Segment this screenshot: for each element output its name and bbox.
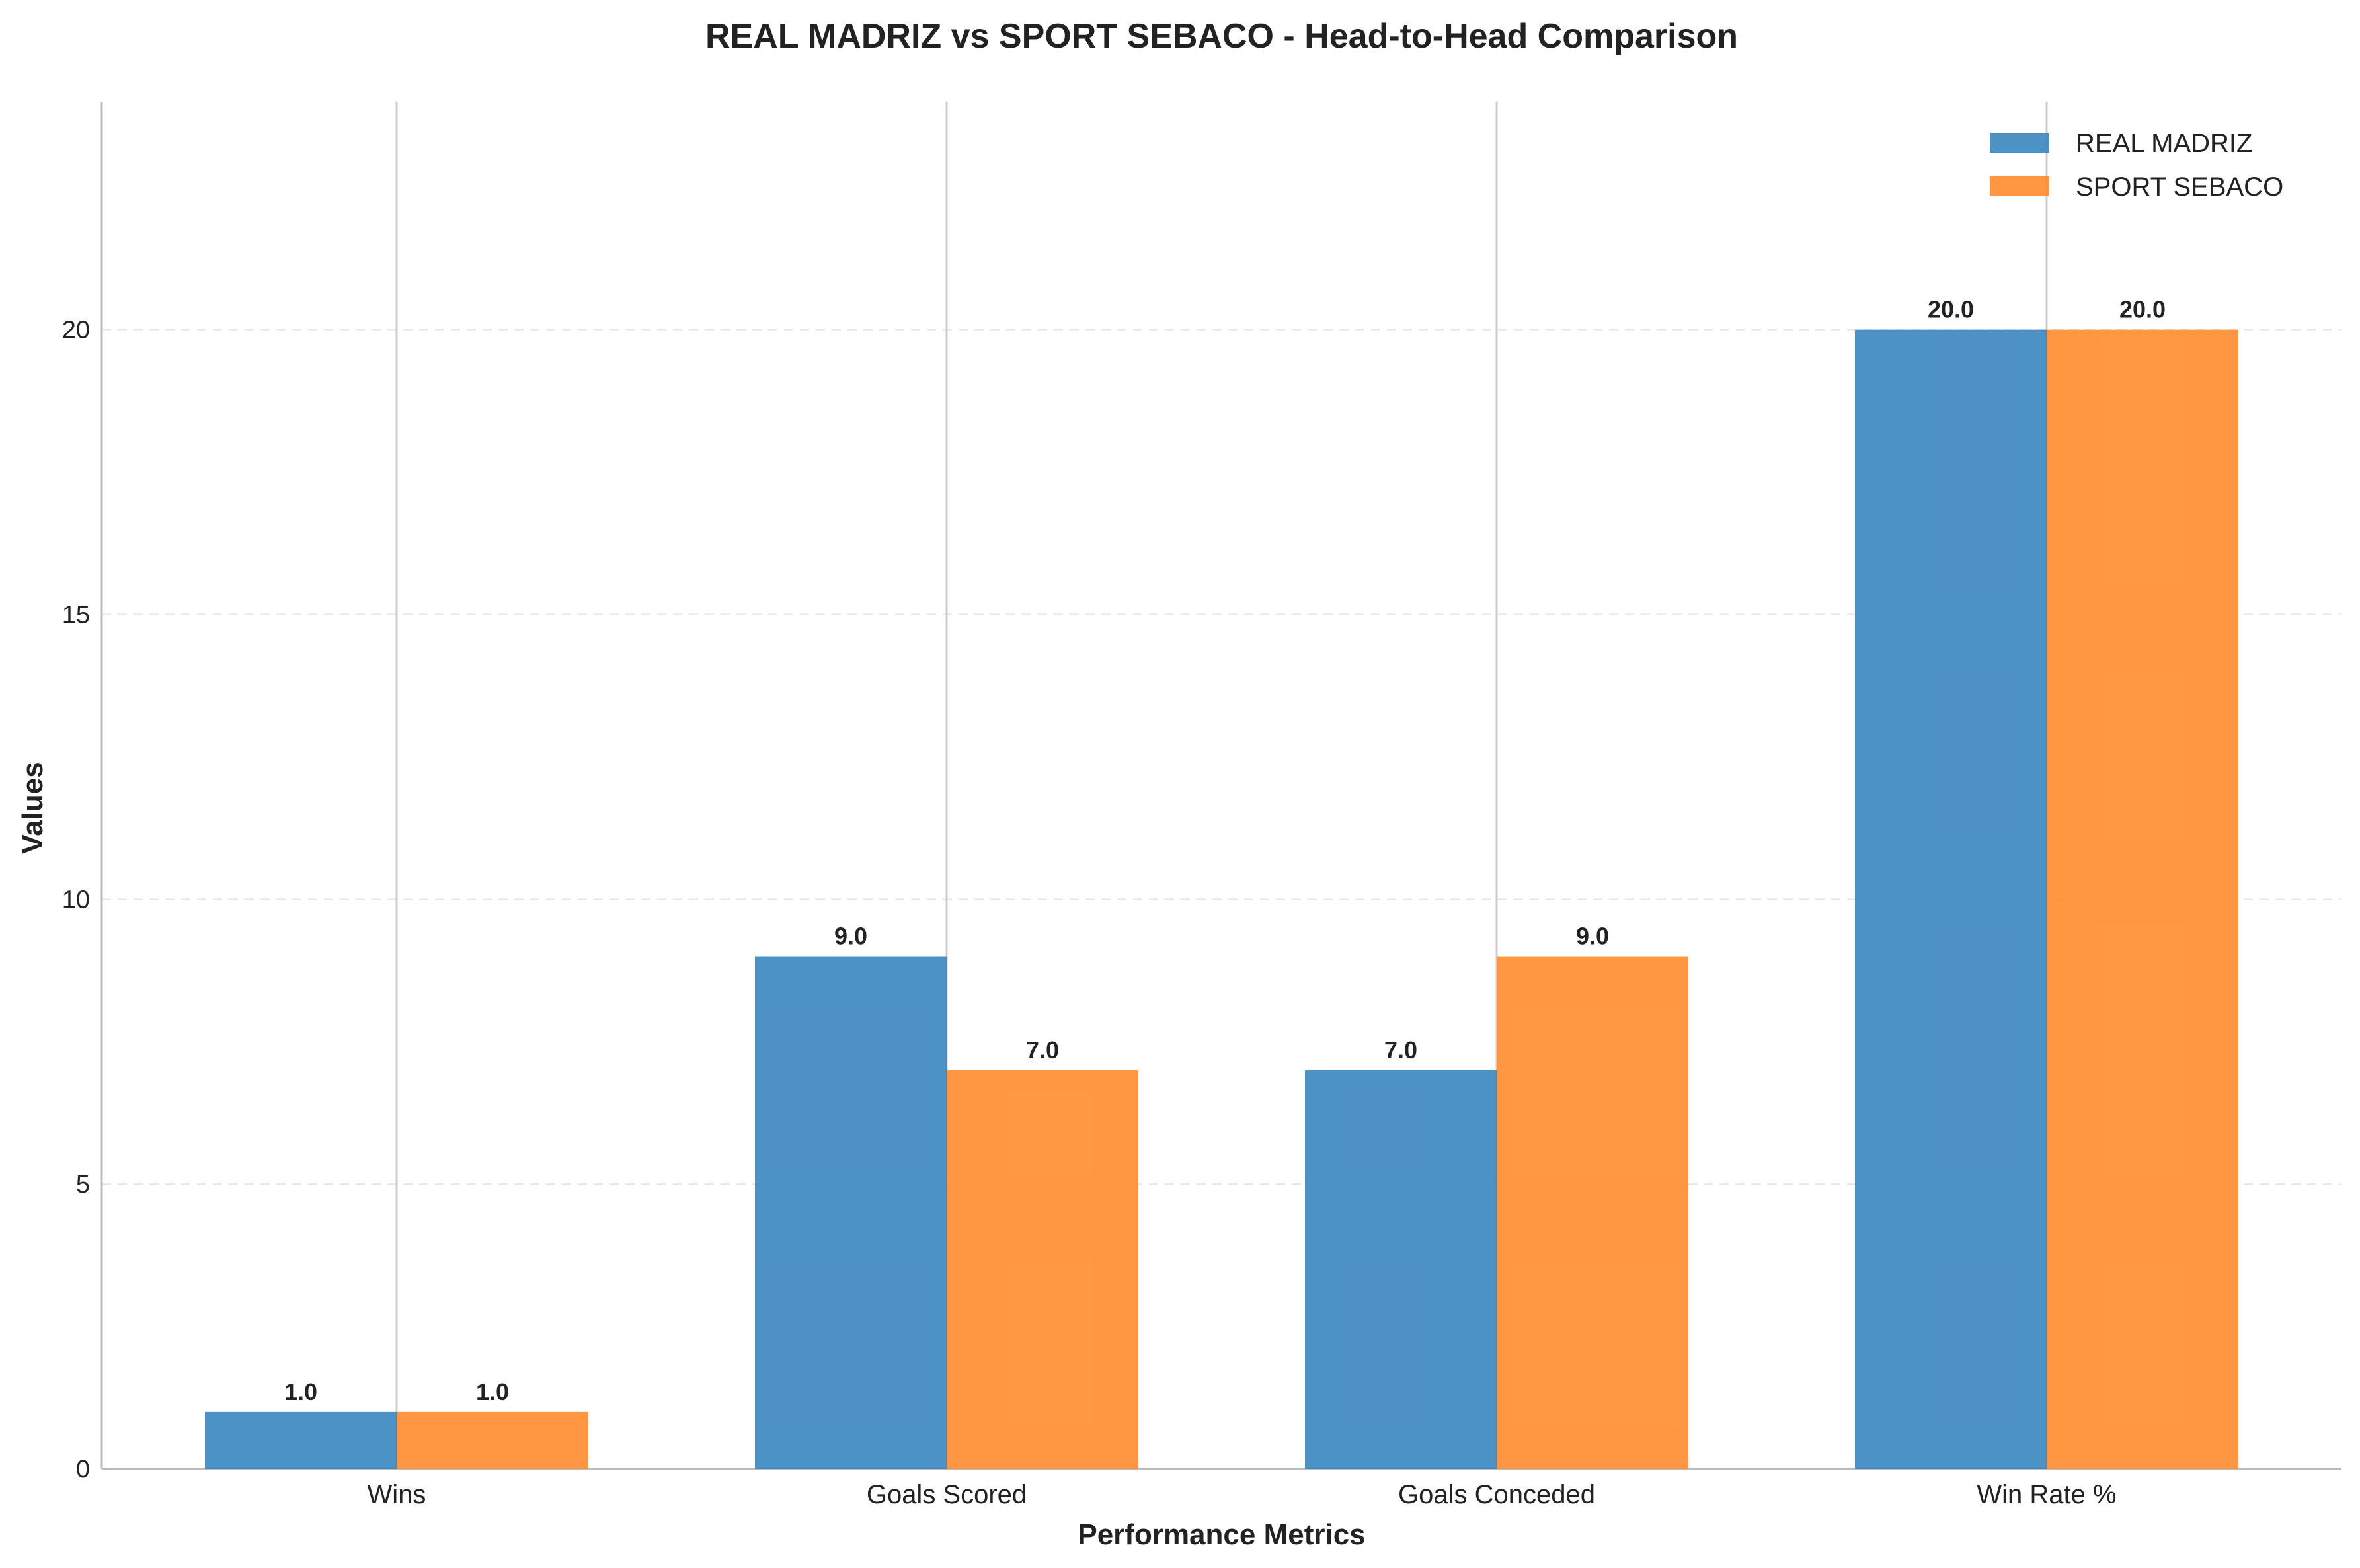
value-label: 7.0: [1384, 1037, 1417, 1064]
legend-swatch: [1990, 176, 2049, 196]
bar-sport-sebaco: [2047, 329, 2238, 1470]
x-category-label: Wins: [368, 1480, 426, 1509]
y-tick-label: 10: [62, 886, 90, 914]
value-label: 1.0: [476, 1378, 509, 1405]
value-label: 1.0: [284, 1378, 317, 1405]
bar-sport-sebaco: [1497, 956, 1688, 1469]
bar-real-madriz: [1305, 1070, 1497, 1469]
y-tick-labels: 0 5 10 15 20: [62, 317, 90, 1483]
x-axis-label: Performance Metrics: [1078, 1518, 1365, 1551]
bar-real-madriz: [755, 956, 947, 1469]
x-category-label: Win Rate %: [1977, 1480, 2116, 1509]
bar-real-madriz: [205, 1411, 397, 1469]
y-tick-label: 20: [62, 317, 90, 344]
bar-real-madriz: [1855, 329, 2047, 1470]
y-tick-label: 0: [76, 1456, 90, 1483]
bar-sport-sebaco: [947, 1070, 1138, 1469]
value-label: 20.0: [1928, 296, 1974, 323]
y-tick-label: 5: [76, 1171, 90, 1198]
y-axis-label: Values: [17, 762, 49, 853]
bar-sport-sebaco: [397, 1411, 588, 1469]
bars: [205, 329, 2238, 1470]
x-category-label: Goals Scored: [867, 1480, 1027, 1509]
value-label: 9.0: [834, 923, 867, 950]
legend: REAL MADRIZ SPORT SEBACO: [1990, 129, 2283, 202]
value-label: 9.0: [1576, 923, 1609, 950]
legend-swatch: [1990, 133, 2049, 153]
chart-title: REAL MADRIZ vs SPORT SEBACO - Head-to-He…: [705, 17, 1738, 56]
x-category-labels: Wins Goals Scored Goals Conceded Win Rate %: [368, 1480, 2117, 1509]
y-tick-label: 15: [62, 602, 90, 629]
legend-label: SPORT SEBACO: [2076, 173, 2283, 202]
value-label: 7.0: [1026, 1037, 1059, 1064]
value-label: 20.0: [2119, 296, 2166, 323]
legend-label: REAL MADRIZ: [2076, 129, 2252, 158]
x-category-label: Goals Conceded: [1398, 1480, 1595, 1509]
value-labels: 1.0 9.0 7.0 20.0 1.0 7.0 9.0 20.0: [284, 296, 2166, 1405]
